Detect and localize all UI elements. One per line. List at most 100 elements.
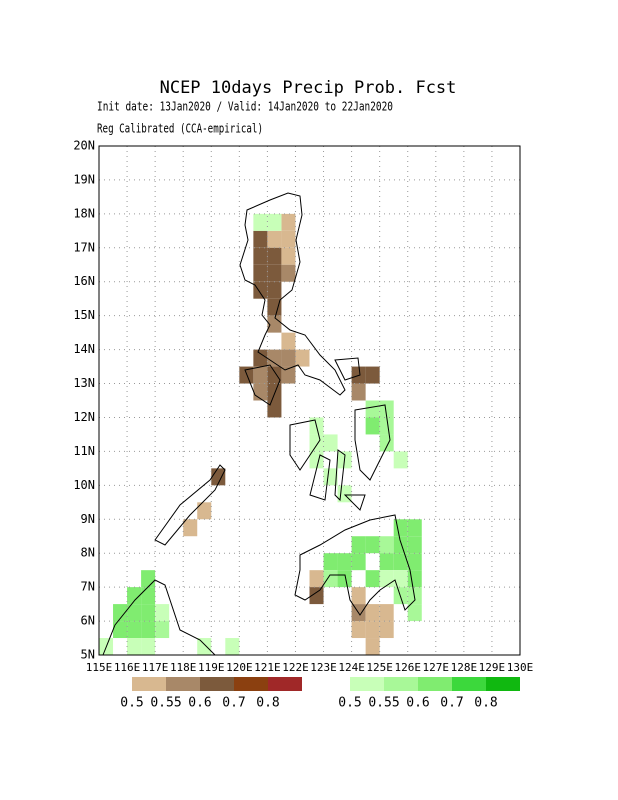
y-tick-label: 8N: [81, 546, 95, 560]
x-tick-label: 123E: [310, 661, 337, 674]
y-tick-label: 10N: [73, 478, 95, 492]
y-tick-label: 14N: [73, 342, 95, 356]
x-tick-label: 122E: [282, 661, 309, 674]
title: NCEP 10days Precip Prob. Fcst: [160, 78, 457, 98]
probability-cell: [323, 553, 338, 571]
legend-swatch: [268, 677, 302, 691]
probability-cell: [253, 366, 268, 384]
probability-cell: [127, 604, 142, 622]
probability-cell: [407, 519, 422, 537]
probability-cell: [365, 570, 380, 588]
x-tick-label: 124E: [338, 661, 365, 674]
y-tick-label: 19N: [73, 172, 95, 186]
probability-cell: [281, 332, 296, 350]
probability-cell: [407, 570, 422, 588]
probability-cell: [365, 366, 380, 384]
probability-cell: [281, 247, 296, 265]
probability-cell: [407, 604, 422, 622]
probability-cell: [281, 230, 296, 248]
probability-cell: [141, 587, 156, 605]
y-tick-label: 6N: [81, 614, 95, 628]
legend-swatch: [350, 677, 384, 691]
legend-swatch: [166, 677, 200, 691]
y-tick-label: 5N: [81, 648, 95, 662]
x-tick-label: 115E: [86, 661, 113, 674]
x-tick-label: 129E: [479, 661, 506, 674]
probability-cell: [225, 638, 240, 655]
probability-cell: [127, 621, 142, 639]
probability-cell: [127, 638, 142, 655]
probability-cell: [393, 570, 408, 588]
probability-cell: [281, 366, 296, 384]
x-tick-label: 121E: [254, 661, 281, 674]
x-tick-label: 125E: [366, 661, 393, 674]
probability-cell: [365, 638, 380, 655]
legend-label: 0.8: [256, 696, 279, 711]
probability-cell: [337, 553, 352, 571]
probability-cell: [393, 451, 408, 469]
subtitle: Init date: 13Jan2020 / Valid: 14Jan2020 …: [97, 100, 393, 114]
probability-cell: [267, 247, 282, 265]
x-tick-label: 126E: [394, 661, 421, 674]
x-tick-label: 118E: [170, 661, 197, 674]
probability-cell: [337, 570, 352, 588]
probability-cell: [267, 281, 282, 299]
legend-label: 0.55: [368, 696, 399, 711]
x-tick-label: 127E: [423, 661, 450, 674]
probability-cell: [379, 417, 394, 435]
probability-cell: [365, 604, 380, 622]
x-tick-label: 120E: [226, 661, 253, 674]
probability-cell: [407, 536, 422, 554]
probability-cell: [393, 519, 408, 537]
probability-cell: [379, 553, 394, 571]
probability-cell: [253, 281, 268, 299]
probability-cell: [267, 349, 282, 367]
probability-cell: [141, 638, 156, 655]
probability-cell: [267, 264, 282, 282]
probability-cell: [113, 604, 128, 622]
frame: [98, 145, 521, 656]
probability-cell: [267, 298, 282, 316]
y-tick-label: 7N: [81, 580, 95, 594]
legend-label: 0.7: [222, 696, 245, 711]
legend-label: 0.6: [188, 696, 211, 711]
probability-cell: [267, 230, 282, 248]
probability-cell: [351, 587, 366, 605]
y-tick-label: 12N: [73, 410, 95, 424]
probability-cell: [365, 536, 380, 554]
legend-swatch: [486, 677, 520, 691]
legend-label: 0.5: [120, 696, 143, 711]
probability-cell: [281, 213, 296, 231]
probability-cell: [239, 366, 254, 384]
probability-cell: [393, 536, 408, 554]
probability-cell: [267, 383, 282, 401]
probability-cell: [351, 383, 366, 401]
legend-label: 0.5: [338, 696, 361, 711]
probability-cell: [197, 502, 212, 520]
y-tick-label: 11N: [73, 444, 95, 458]
y-tick-label: 16N: [73, 274, 95, 288]
legend-label: 0.8: [474, 696, 497, 711]
probability-cell: [379, 570, 394, 588]
probability-cell: [365, 400, 380, 418]
probability-cell: [253, 349, 268, 367]
y-tick-label: 13N: [73, 376, 95, 390]
y-tick-label: 9N: [81, 512, 95, 526]
probability-cell: [407, 553, 422, 571]
probability-cell: [141, 621, 156, 639]
probability-cell: [365, 417, 380, 435]
legend-label: 0.7: [440, 696, 463, 711]
legend-swatch: [418, 677, 452, 691]
y-tick-label: 15N: [73, 308, 95, 322]
x-tick-label: 119E: [198, 661, 225, 674]
probability-cell: [323, 434, 338, 452]
probability-cell: [323, 570, 338, 588]
probability-cell: [351, 553, 366, 571]
legend-label: 0.55: [150, 696, 181, 711]
probability-cell: [351, 536, 366, 554]
y-tick-label: 17N: [73, 240, 95, 254]
probability-cell: [281, 264, 296, 282]
subtitle: Reg Calibrated (CCA-empirical): [97, 122, 263, 136]
probability-cell: [267, 400, 282, 418]
